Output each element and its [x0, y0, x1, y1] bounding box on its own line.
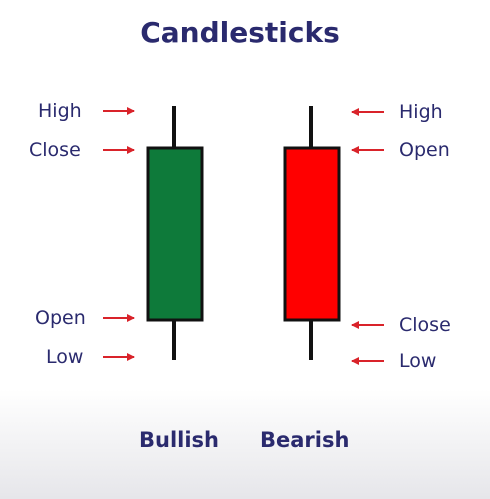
bearish-open-label: Open [399, 139, 450, 161]
bullish-low-label: Low [46, 346, 84, 368]
bearish-candle-body [283, 146, 341, 322]
bearish-low-label: Low [399, 350, 437, 372]
bearish-close-label: Close [399, 314, 451, 336]
bullish-caption: Bullish [139, 428, 220, 452]
bullish-open-label: Open [35, 307, 86, 329]
bearish-high-label: High [399, 101, 443, 123]
bullish-candle-body [146, 146, 204, 322]
bullish-close-label: Close [29, 139, 81, 161]
diagram-title: Candlesticks [140, 16, 340, 49]
bearish-caption: Bearish [260, 428, 350, 452]
bullish-high-label: High [38, 100, 82, 122]
